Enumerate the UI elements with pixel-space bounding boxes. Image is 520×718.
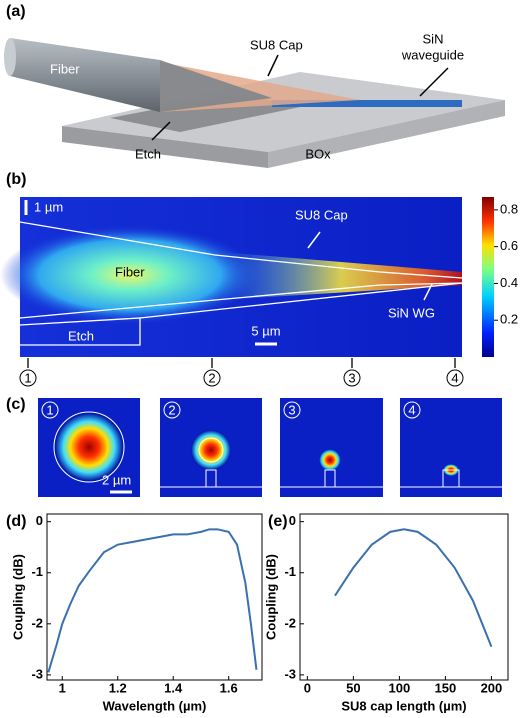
arrow — [423, 283, 433, 301]
field-tip — [220, 252, 462, 300]
y-tick-label: -2 — [31, 615, 43, 630]
slab-front — [62, 126, 268, 168]
colorbar — [482, 197, 494, 357]
panel-label: (a) — [6, 3, 26, 20]
data-line — [47, 528, 258, 673]
arrow — [419, 67, 449, 97]
annotation: SU8 Cap — [250, 37, 303, 52]
marker-label: 3 — [348, 370, 355, 385]
marker-circle — [41, 401, 59, 419]
marker-label: 1 — [46, 402, 53, 417]
y-tick-label: -2 — [284, 615, 296, 630]
panel-label: (d) — [6, 513, 26, 530]
x-tick-label: 1 — [59, 680, 66, 695]
annotation: SU8 Cap — [295, 207, 348, 222]
x-tick-label: 50 — [346, 680, 360, 695]
y-tick-label: -1 — [284, 564, 296, 579]
marker-circle — [343, 369, 361, 387]
marker-circle — [19, 369, 37, 387]
x-tick-label: 150 — [435, 680, 457, 695]
marker-circle — [283, 401, 301, 419]
y-axis-label: Coupling (dB) — [10, 554, 25, 640]
y-tick-label: 0 — [289, 513, 296, 528]
annotation: Fiber — [115, 264, 145, 279]
x-axis-label: SU8 cap length (µm) — [341, 698, 466, 713]
mode-images — [38, 398, 502, 497]
annotation: Etch — [68, 328, 94, 343]
field-mode — [0, 225, 260, 325]
arrow — [151, 121, 171, 141]
y-tick-label: 0 — [36, 513, 43, 528]
arrow — [307, 231, 321, 249]
marker-label: 2 — [208, 370, 215, 385]
colorbar-tick-label: 0.8 — [500, 201, 518, 216]
colorbar-tick-label: 0.6 — [500, 238, 518, 253]
outlines — [19, 221, 463, 346]
annotation: SiN — [423, 31, 444, 46]
fiber — [10, 38, 160, 112]
annotation: SiN WG — [388, 305, 435, 320]
panel-label: (b) — [6, 171, 26, 188]
colorbar-tick-label: 0.4 — [500, 275, 518, 290]
fiber-taper — [160, 60, 272, 112]
fiber-end — [4, 38, 16, 76]
marker-label: 4 — [451, 370, 458, 385]
x-tick-label: 1.2 — [109, 680, 127, 695]
x-tick-label: 100 — [389, 680, 411, 695]
y-tick-label: -3 — [31, 666, 43, 681]
marker-label: 2 — [168, 402, 175, 417]
y-tick-label: -3 — [284, 666, 296, 681]
panel-label: (c) — [6, 396, 26, 413]
x-tick-label: 0 — [304, 680, 311, 695]
x-tick-label: 1.6 — [220, 680, 238, 695]
x-axis-label: Wavelength (µm) — [103, 698, 207, 713]
marker-circle — [163, 401, 181, 419]
annotation: Fiber — [50, 61, 80, 76]
x-tick-label: 1.4 — [164, 680, 183, 695]
scale-label: 5 µm — [251, 323, 280, 338]
slab-top — [62, 72, 505, 152]
y-tick-label: -1 — [31, 564, 43, 579]
data-line — [334, 528, 493, 648]
colorbar-tick-label: 0.2 — [500, 312, 518, 327]
marker-circle — [203, 369, 221, 387]
marker-circle — [446, 369, 464, 387]
marker-label: 4 — [408, 402, 415, 417]
panel-label: (e) — [268, 513, 288, 530]
marker-label: 3 — [288, 402, 295, 417]
scale-label: 1 µm — [34, 199, 63, 214]
axes-frame — [46, 513, 263, 681]
axes-frame — [299, 513, 509, 681]
marker-circle — [403, 401, 421, 419]
y-axis-label: Coupling (dB) — [263, 554, 278, 640]
annotation: Etch — [135, 146, 161, 161]
annotation: BOx — [305, 146, 331, 161]
slab-side — [268, 100, 505, 168]
x-tick-label: 200 — [481, 680, 503, 695]
scale-label: 2 µm — [102, 472, 131, 487]
annotation: waveguide — [401, 47, 464, 62]
marker-label: 1 — [24, 370, 31, 385]
arrow — [267, 54, 279, 77]
